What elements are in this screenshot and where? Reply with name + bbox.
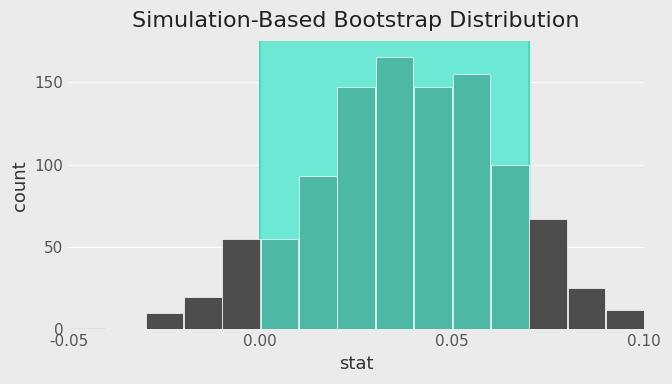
X-axis label: stat: stat [339, 355, 374, 373]
Bar [376, 58, 413, 329]
Bar [452, 74, 490, 329]
Bar [414, 87, 452, 329]
Title: Simulation-Based Bootstrap Distribution: Simulation-Based Bootstrap Distribution [132, 11, 580, 31]
Bar [146, 313, 183, 329]
Bar [491, 165, 528, 329]
Bar [222, 239, 260, 329]
Bar [568, 288, 605, 329]
Bar [184, 296, 222, 329]
Bar [299, 176, 337, 329]
Bar [69, 328, 106, 329]
Bar [261, 239, 298, 329]
Bar [260, 41, 529, 329]
Bar [337, 87, 375, 329]
Bar [530, 219, 567, 329]
Bar [644, 324, 672, 329]
Y-axis label: count: count [11, 160, 29, 210]
Bar [606, 310, 644, 329]
